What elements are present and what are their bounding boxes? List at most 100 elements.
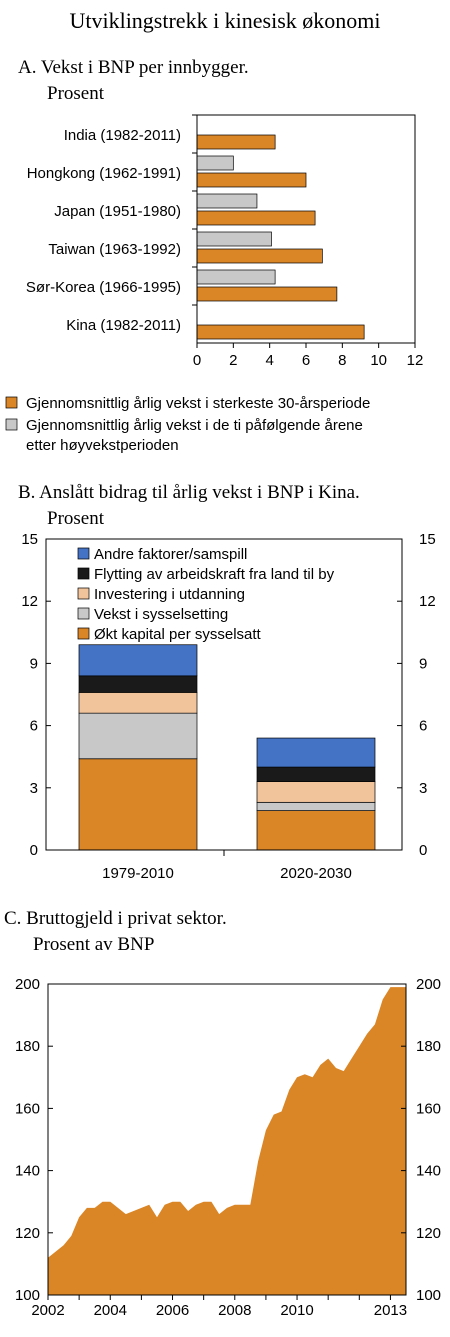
legend-label-b-series-4: Andre faktorer/samspill bbox=[94, 546, 247, 563]
bar-a-gray-3 bbox=[196, 231, 272, 247]
y-tick-label-c-left-2: 140 bbox=[15, 1163, 40, 1180]
legend-label-b-series-2: Investering i utdanning bbox=[94, 586, 245, 603]
bar-a-gray-2 bbox=[196, 193, 258, 209]
category-label-a-0: India (1982-2011) bbox=[64, 127, 181, 144]
x-tick-label-a-3: 6 bbox=[302, 352, 310, 369]
bar-a-orange-2 bbox=[196, 210, 316, 226]
x-tick-label-c-1: 2004 bbox=[94, 1302, 127, 1319]
x-tick-label-a-2: 4 bbox=[265, 352, 273, 369]
legend-swatch-b-series-0 bbox=[77, 627, 90, 640]
panel-b-category-labels: 1979-2010 2020-2030 bbox=[102, 850, 352, 882]
panel-b-frame bbox=[45, 538, 403, 851]
bar-b-0-series-3 bbox=[78, 675, 198, 693]
category-label-b-1: 2020-2030 bbox=[280, 865, 352, 882]
panel-a-legend: Gjennomsnittlig årlig vekst i sterkeste … bbox=[5, 395, 370, 454]
legend-label-b-series-3: Flytting av arbeidskraft fra land til by bbox=[94, 566, 335, 583]
bar-b-0-series-2 bbox=[78, 692, 198, 714]
x-tick-label-a-0: 0 bbox=[193, 352, 201, 369]
legend-swatch-b-series-1 bbox=[77, 607, 90, 620]
figure-title: Utviklingstrekk i kinesisk økonomi bbox=[69, 8, 380, 33]
y-tick-label-c-left-4: 180 bbox=[15, 1038, 40, 1055]
y-tick-label-b-right-1: 3 bbox=[419, 780, 427, 797]
x-tick-label-a-4: 8 bbox=[338, 352, 346, 369]
legend-label-a-series-0: Gjennomsnittlig årlig vekst i sterkeste … bbox=[26, 395, 370, 412]
bar-a-orange-3 bbox=[196, 248, 323, 264]
y-tick-label-b-left-2: 6 bbox=[30, 718, 38, 735]
panel-a-category-labels: India (1982-2011) Hongkong (1962-1991) Jap… bbox=[26, 127, 181, 334]
bar-b-1-series-1 bbox=[256, 801, 376, 811]
y-tick-label-c-left-0: 100 bbox=[15, 1287, 40, 1304]
bar-b-1-series-0 bbox=[256, 810, 376, 851]
panel-b-bars bbox=[78, 644, 376, 851]
y-tick-label-c-left-1: 120 bbox=[15, 1225, 40, 1242]
legend-label-a-series-1: Gjennomsnittlig årlig vekst i de ti påfø… bbox=[26, 417, 363, 454]
y-tick-label-b-right-4: 12 bbox=[419, 593, 436, 610]
legend-label-b-series-1: Vekst i sysselsetting bbox=[94, 606, 228, 623]
panel-c: C. Bruttogjeld i privat sektor. Prosent … bbox=[4, 908, 441, 1319]
y-tick-label-b-right-2: 6 bbox=[419, 718, 427, 735]
y-tick-label-b-left-0: 0 bbox=[30, 842, 38, 859]
bar-a-orange-4 bbox=[196, 286, 338, 302]
x-tick-label-a-1: 2 bbox=[229, 352, 237, 369]
panel-a-x-ticks: 0 2 4 6 8 10 12 bbox=[192, 114, 424, 369]
category-label-b-0: 1979-2010 bbox=[102, 865, 174, 882]
category-label-a-2: Japan (1951-1980) bbox=[54, 203, 181, 220]
y-tick-label-b-right-0: 0 bbox=[419, 842, 427, 859]
y-tick-label-b-left-5: 15 bbox=[21, 531, 38, 548]
category-label-a-5: Kina (1982-2011) bbox=[66, 317, 181, 334]
y-tick-label-c-right-0: 100 bbox=[416, 1287, 441, 1304]
bar-b-1-series-2 bbox=[256, 781, 376, 803]
y-tick-label-c-right-1: 120 bbox=[416, 1225, 441, 1242]
bar-a-gray-1 bbox=[196, 155, 234, 171]
panel-a-title-line1: A. Vekst i BNP per innbygger. bbox=[18, 57, 249, 78]
panel-a: A. Vekst i BNP per innbygger. Prosent In… bbox=[5, 57, 424, 454]
legend-swatch-b-series-4 bbox=[77, 547, 90, 560]
panel-b-title-line1: B. Anslått bidrag til årlig vekst i BNP … bbox=[18, 482, 360, 503]
panel-b-legend: Andre faktorer/samspill Flytting av arbei… bbox=[77, 546, 335, 643]
x-tick-label-a-5: 10 bbox=[370, 352, 387, 369]
panel-b: B. Anslått bidrag til årlig vekst i BNP … bbox=[18, 482, 436, 882]
bar-b-0-series-0 bbox=[78, 758, 198, 851]
bar-b-1-series-3 bbox=[256, 766, 376, 782]
x-tick-label-c-0: 2002 bbox=[31, 1302, 64, 1319]
legend-swatch-a-series-1 bbox=[5, 418, 18, 431]
panel-a-bars bbox=[196, 134, 365, 340]
bar-b-0-series-4 bbox=[78, 644, 198, 677]
y-tick-label-c-right-5: 200 bbox=[416, 976, 441, 993]
panel-a-title-line2: Prosent bbox=[47, 83, 105, 104]
panel-c-area-series bbox=[48, 987, 406, 1295]
legend-swatch-b-series-2 bbox=[77, 587, 90, 600]
panel-c-frame bbox=[47, 983, 407, 1296]
legend-swatch-a-series-0 bbox=[5, 396, 18, 409]
x-tick-label-a-6: 12 bbox=[407, 352, 424, 369]
x-tick-label-c-2: 2006 bbox=[156, 1302, 189, 1319]
y-tick-label-b-left-1: 3 bbox=[30, 780, 38, 797]
y-tick-label-c-right-3: 160 bbox=[416, 1100, 441, 1117]
category-label-a-4: Sør-Korea (1966-1995) bbox=[26, 279, 181, 296]
legend-swatch-b-series-3 bbox=[77, 567, 90, 580]
panel-a-frame bbox=[196, 114, 416, 344]
x-tick-label-c-4: 2010 bbox=[280, 1302, 313, 1319]
legend-label-b-series-0: Økt kapital per sysselsatt bbox=[94, 626, 262, 643]
y-tick-label-b-left-3: 9 bbox=[30, 655, 38, 672]
y-tick-label-c-right-2: 140 bbox=[416, 1163, 441, 1180]
panel-c-title-line1: C. Bruttogjeld i privat sektor. bbox=[4, 908, 227, 929]
category-label-a-1: Hongkong (1962-1991) bbox=[27, 165, 181, 182]
panel-c-ticks: 100 100 120 120 140 140 160 160 180 180 200 200 2002… bbox=[15, 976, 441, 1319]
panel-b-y-ticks: 0 0 3 3 6 6 9 9 12 12 15 15 bbox=[21, 531, 435, 859]
bar-b-0-series-1 bbox=[78, 712, 198, 760]
bar-a-orange-5 bbox=[196, 324, 365, 340]
bar-a-gray-4 bbox=[196, 269, 276, 285]
y-tick-label-c-left-5: 200 bbox=[15, 976, 40, 993]
y-tick-label-b-left-4: 12 bbox=[21, 593, 38, 610]
category-label-a-3: Taiwan (1963-1992) bbox=[48, 241, 181, 258]
y-tick-label-b-right-3: 9 bbox=[419, 655, 427, 672]
bar-a-orange-1 bbox=[196, 172, 307, 188]
y-tick-label-c-left-3: 160 bbox=[15, 1100, 40, 1117]
y-tick-label-b-right-5: 15 bbox=[419, 531, 436, 548]
bar-a-orange-0 bbox=[196, 134, 276, 150]
x-tick-label-c-3: 2008 bbox=[218, 1302, 251, 1319]
panel-b-title-line2: Prosent bbox=[47, 508, 105, 529]
y-tick-label-c-right-4: 180 bbox=[416, 1038, 441, 1055]
